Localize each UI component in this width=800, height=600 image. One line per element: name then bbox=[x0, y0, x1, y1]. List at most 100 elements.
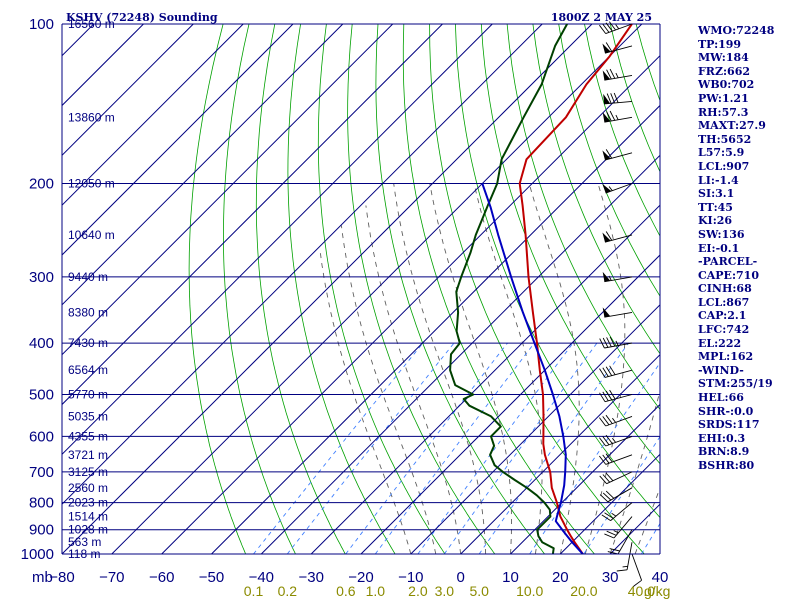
isotherm bbox=[62, 24, 344, 306]
mixing-ratio-line bbox=[478, 342, 629, 554]
temperature-tick-label: 40 bbox=[652, 569, 669, 586]
temperature-tick-label: 0 bbox=[457, 569, 465, 586]
isotherm bbox=[62, 24, 394, 356]
pressure-label: 1000 bbox=[21, 546, 54, 563]
wind-barb bbox=[602, 149, 633, 161]
index-item: SRDS:117 bbox=[698, 418, 760, 432]
mixing-ratio-unit: g/kg bbox=[644, 583, 670, 599]
moist-adiabat bbox=[429, 183, 512, 554]
index-item: MPL:162 bbox=[698, 350, 754, 364]
sounding-indices: WMO:72248 TP:199 MW:184 FRZ:662 WB0:702 PW:1.… bbox=[698, 24, 798, 473]
isotherm bbox=[62, 24, 443, 406]
mixing-ratio-label: 5.0 bbox=[469, 583, 489, 599]
isotherm bbox=[360, 254, 660, 554]
temperature-tick-label: −80 bbox=[49, 569, 74, 586]
index-item: L57:5.9 bbox=[698, 146, 745, 160]
index-item: FRZ:662 bbox=[698, 64, 751, 78]
index-item: CINH:68 bbox=[698, 282, 752, 296]
mixing-ratio-label: 3.0 bbox=[435, 583, 455, 599]
wind-barb bbox=[602, 307, 633, 318]
pressure-label: 300 bbox=[29, 269, 54, 286]
pressure-label: 100 bbox=[29, 16, 54, 33]
mixing-ratio-label: 0.2 bbox=[278, 583, 298, 599]
wind-barb bbox=[599, 453, 633, 465]
isotherm bbox=[62, 24, 493, 456]
pressure-label: 800 bbox=[29, 495, 54, 512]
height-label: 6564 m bbox=[68, 363, 108, 377]
index-item: MW:184 bbox=[698, 51, 749, 65]
wind-barb bbox=[599, 389, 633, 403]
index-item: STM:255/19 bbox=[698, 377, 773, 391]
temperature-tick-label: −10 bbox=[398, 569, 423, 586]
height-label: 2023 m bbox=[68, 496, 108, 510]
wind-barb bbox=[599, 336, 633, 349]
moist-adiabat bbox=[473, 183, 543, 554]
dry-adiabat bbox=[255, 24, 346, 554]
mixing-ratio-label: 10.0 bbox=[516, 583, 543, 599]
wind-barb bbox=[604, 516, 633, 539]
dry-adiabat bbox=[532, 24, 660, 355]
isotherm bbox=[62, 24, 294, 256]
mixing-ratio-label: 40.0 bbox=[628, 583, 655, 599]
dry-adiabat bbox=[188, 24, 246, 554]
temperature-tick-label: −20 bbox=[348, 569, 373, 586]
height-label: 1514 m bbox=[68, 510, 108, 524]
isotherm bbox=[62, 24, 593, 554]
pressure-label: 200 bbox=[29, 176, 54, 193]
height-label: 3125 m bbox=[68, 465, 108, 479]
height-label: 1028 m bbox=[68, 523, 108, 537]
isotherm bbox=[161, 54, 660, 554]
temperature-line bbox=[518, 24, 633, 554]
isotherm bbox=[62, 24, 194, 157]
isotherm bbox=[211, 104, 660, 554]
isotherm bbox=[62, 24, 244, 206]
index-item: EHI:0.3 bbox=[698, 431, 746, 445]
height-label: 5035 m bbox=[68, 409, 108, 423]
moist-adiabat bbox=[340, 225, 437, 554]
wind-barb bbox=[599, 21, 633, 35]
height-label: 3721 m bbox=[68, 448, 108, 462]
isotherm bbox=[410, 304, 660, 554]
pressure-label: 700 bbox=[29, 464, 54, 481]
index-item: SW:136 bbox=[698, 227, 745, 241]
mixing-ratio-label: 1.0 bbox=[366, 583, 386, 599]
sounding-profiles bbox=[449, 24, 633, 554]
height-label: 8380 m bbox=[68, 305, 108, 319]
height-label: 10640 m bbox=[68, 228, 115, 242]
index-item: TH:5652 bbox=[698, 132, 752, 146]
axis-labels: 0.1 0.2 0.6 1.0 2.0 3.0 5.0 10.0 20.0 40.0g/kg100… bbox=[21, 16, 671, 599]
dry-adiabat bbox=[375, 24, 545, 554]
temperature-tick-label: −40 bbox=[249, 569, 274, 586]
dry-adiabat bbox=[584, 24, 660, 237]
mixing-ratio-line bbox=[253, 342, 424, 554]
chart-title: KSHV (72248) Sounding bbox=[66, 11, 218, 24]
wind-barb bbox=[599, 471, 633, 485]
dry-adiabat bbox=[455, 24, 660, 519]
index-item: KI:26 bbox=[698, 214, 733, 228]
moist-adiabat bbox=[365, 205, 462, 554]
pressure-label: 400 bbox=[29, 335, 54, 352]
wind-barb bbox=[602, 271, 633, 283]
wind-barbs bbox=[599, 21, 643, 587]
mixing-ratio-line bbox=[529, 362, 660, 554]
index-item: HEL:66 bbox=[698, 391, 744, 405]
index-item: TT:45 bbox=[698, 200, 733, 214]
temperature-tick-label: −60 bbox=[149, 569, 174, 586]
index-item: PW:1.21 bbox=[698, 91, 749, 105]
wind-barb bbox=[631, 553, 643, 587]
index-item: LFC:742 bbox=[698, 323, 750, 337]
dry-adiabat bbox=[287, 24, 396, 554]
isotherm bbox=[310, 204, 660, 554]
pressure-label: 500 bbox=[29, 387, 54, 404]
index-item: SHR-:0.0 bbox=[698, 404, 754, 418]
height-label: 2560 m bbox=[68, 481, 108, 495]
mixing-ratio-label: 0.6 bbox=[336, 583, 356, 599]
index-item: EI:-0.1 bbox=[698, 241, 740, 255]
isotherm bbox=[559, 453, 660, 554]
index-item: EL:222 bbox=[698, 336, 742, 350]
isotherm bbox=[111, 24, 643, 554]
index-item: RH:57.3 bbox=[698, 105, 749, 119]
height-label: 16560 m bbox=[68, 17, 115, 31]
index-item: -PARCEL- bbox=[698, 255, 758, 269]
pressure-unit-label: mb bbox=[32, 569, 53, 586]
